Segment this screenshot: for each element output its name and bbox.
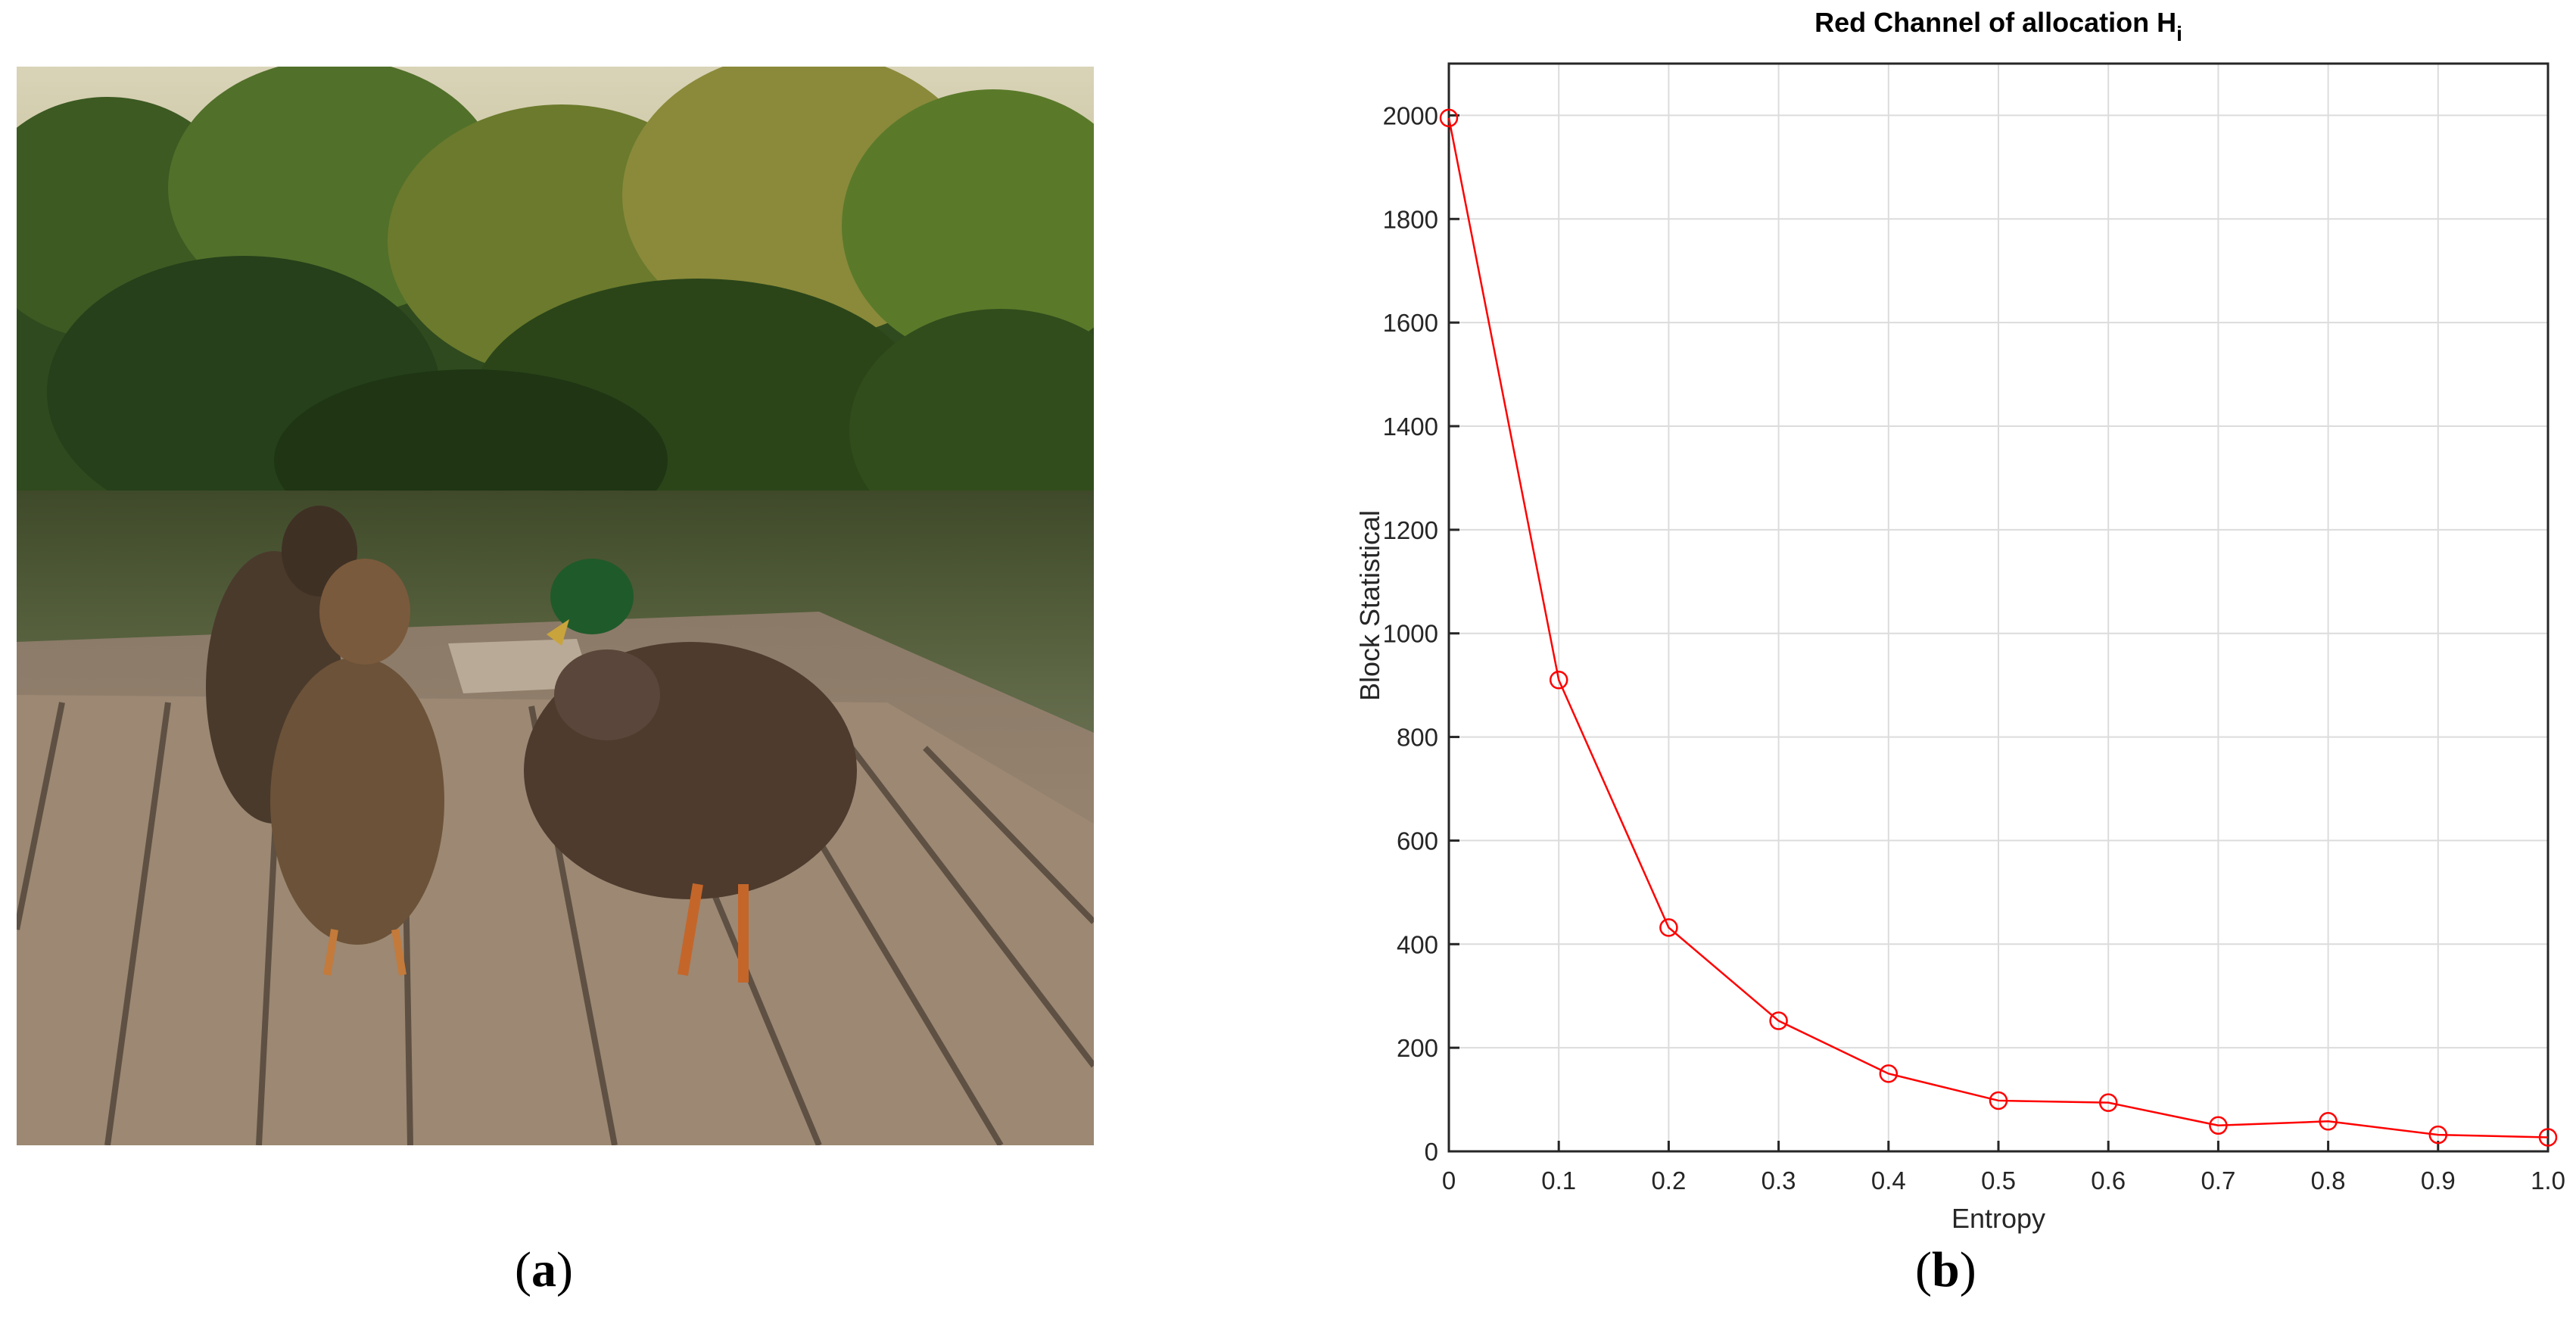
x-tick-label: 0.2 <box>1651 1166 1686 1195</box>
data-point-marker <box>1439 108 1459 128</box>
y-tick-label: 1600 <box>1383 309 1438 337</box>
y-tick-label: 2000 <box>1383 101 1438 129</box>
chart-svg: 0 0.1 0.2 0.3 0.4 0.5 0.6 0.7 0.8 0.9 1.0 0 200 400 60… <box>1354 7 2565 1234</box>
y-tick-label: 1000 <box>1383 620 1438 648</box>
caption-b: (b) <box>1915 1242 1976 1297</box>
chart-title-text: Red Channel of allocation H <box>1814 7 2176 38</box>
x-axis-label: Entropy <box>1951 1203 2045 1234</box>
data-point-marker <box>1549 671 1568 690</box>
x-tick-label: 0.1 <box>1541 1166 1576 1195</box>
data-point-marker <box>2209 1116 2228 1135</box>
x-tick-label: 0.3 <box>1761 1166 1796 1195</box>
line-chart: 0 0.1 0.2 0.3 0.4 0.5 0.6 0.7 0.8 0.9 1.0 0 200 400 60… <box>1317 0 2576 1287</box>
data-point-marker <box>1659 918 1678 937</box>
y-tick-label: 200 <box>1397 1034 1438 1062</box>
x-tick-label: 0.5 <box>1981 1166 2016 1195</box>
axis-ticks: 0 0.1 0.2 0.3 0.4 0.5 0.6 0.7 0.8 0.9 1.0 0 200 400 60… <box>1383 101 2565 1195</box>
data-point-marker <box>2098 1093 2118 1112</box>
caption-a-letter: a <box>531 1242 556 1297</box>
y-tick-label: 600 <box>1397 827 1438 855</box>
y-tick-label: 1400 <box>1383 413 1438 441</box>
y-tick-label: 1200 <box>1383 516 1438 544</box>
y-axis-label: Block Statistical <box>1354 510 1385 701</box>
duck-photo-drawing <box>17 67 1094 1145</box>
chart-title-subscript: i <box>2176 22 2182 45</box>
caption-b-letter: b <box>1931 1242 1960 1297</box>
x-tick-label: 0.7 <box>2201 1166 2235 1195</box>
data-point-marker <box>1769 1011 1788 1030</box>
caption-a: (a) <box>515 1242 573 1297</box>
data-point-marker <box>1879 1064 1899 1083</box>
data-point-marker <box>2428 1125 2448 1145</box>
data-point-marker <box>2538 1128 2558 1147</box>
y-tick-label: 800 <box>1397 724 1438 752</box>
duck-photo <box>17 67 1094 1145</box>
x-tick-label: 0.8 <box>2311 1166 2346 1195</box>
x-tick-label: 0.9 <box>2421 1166 2456 1195</box>
x-tick-label: 0.6 <box>2091 1166 2126 1195</box>
x-tick-label: 1.0 <box>2531 1166 2565 1195</box>
data-point-marker <box>1989 1091 2008 1110</box>
y-tick-label: 400 <box>1397 930 1438 958</box>
series-line <box>1447 117 2549 1138</box>
y-tick-label: 1800 <box>1383 205 1438 233</box>
data-point-marker <box>2319 1112 2338 1131</box>
chart-grid <box>1448 64 2549 1152</box>
chart-title: Red Channel of allocation Hi <box>1814 7 2182 45</box>
x-tick-label: 0 <box>1442 1166 1456 1195</box>
y-tick-label: 0 <box>1425 1138 1438 1166</box>
x-tick-label: 0.4 <box>1871 1166 1906 1195</box>
data-series <box>1439 108 2558 1147</box>
